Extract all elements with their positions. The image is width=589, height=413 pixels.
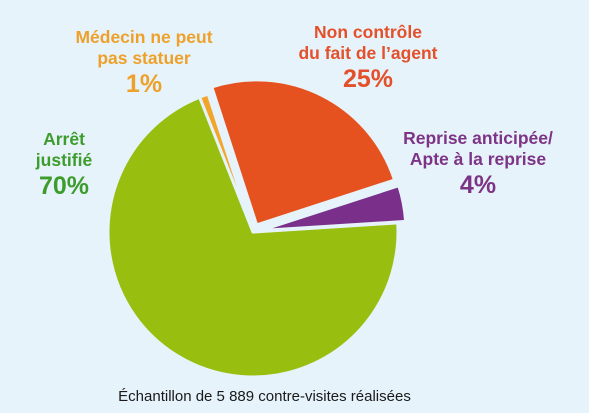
slice-label-arret-line-1: Arrêt (43, 129, 85, 149)
slice-percent-reprise: 4% (459, 171, 497, 200)
slice-percent-medecin: 1% (125, 70, 163, 99)
slice-label-arret-line-2: justifié (35, 149, 93, 170)
slice-label-reprise: Reprise anticipée/ Apte à la reprise 4% (383, 128, 573, 201)
slice-label-medecin: Médecin ne peut pas statuer 1% (54, 27, 234, 100)
slice-label-non-controle: Non contrôle du fait de l’agent 25% (270, 22, 466, 95)
slice-label-medecin-line-1: Médecin ne peut (75, 27, 213, 47)
slice-label-arret: Arrêt justifié 70% (20, 129, 108, 202)
pie-slice-reprise (259, 184, 408, 233)
pie-slice-medecin (198, 92, 255, 234)
slice-percent-arret: 70% (38, 172, 90, 201)
chart-caption: Échantillon de 5 889 contre-visites réal… (118, 388, 411, 405)
slice-percent-non-controle: 25% (342, 65, 394, 94)
slice-label-non-controle-line-1: Non contrôle (314, 22, 422, 42)
slice-label-reprise-line-2: Apte à la reprise (409, 148, 547, 169)
slice-label-reprise-line-1: Reprise anticipée/ (403, 128, 553, 148)
pie-slice-arret (106, 95, 400, 379)
pie-slice-non (210, 78, 397, 227)
slice-label-non-controle-line-2: du fait de l’agent (298, 42, 438, 63)
slice-label-medecin-line-2: pas statuer (97, 47, 191, 68)
